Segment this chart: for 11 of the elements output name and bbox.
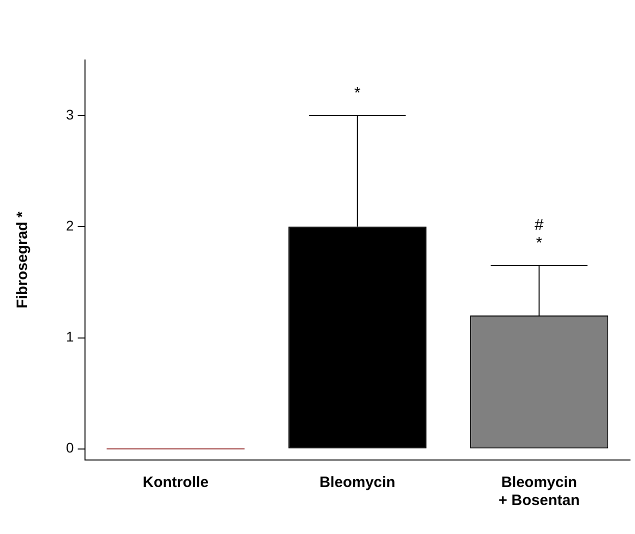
x-tick-label: Kontrolle	[142, 474, 209, 492]
annotation: *	[354, 84, 361, 102]
annotation: #	[534, 216, 544, 234]
x-tick-label: Bleomycin + Bosentan	[498, 474, 580, 510]
annotation: *	[536, 234, 542, 252]
y-tick-label: 2	[66, 218, 74, 234]
x-tick-label: Bleomycin	[319, 474, 396, 492]
y-tick-label: 1	[66, 328, 74, 345]
y-axis-title: Fibrosegrad *	[14, 211, 32, 308]
y-tick-label: 0	[66, 440, 74, 456]
y-tick-label: 3	[66, 106, 74, 122]
